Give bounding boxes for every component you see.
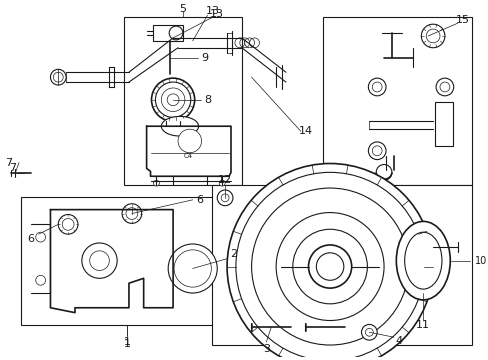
Text: 1: 1 xyxy=(123,337,130,347)
Circle shape xyxy=(439,82,449,92)
Circle shape xyxy=(50,69,66,85)
Circle shape xyxy=(219,180,224,186)
Circle shape xyxy=(426,29,439,43)
Text: C4: C4 xyxy=(183,153,192,159)
Text: 4: 4 xyxy=(394,336,402,346)
Circle shape xyxy=(36,275,45,285)
Text: 6: 6 xyxy=(27,234,34,244)
Circle shape xyxy=(421,24,444,48)
Circle shape xyxy=(161,88,184,112)
Bar xyxy=(323,17,471,185)
Circle shape xyxy=(151,78,194,121)
Text: 7: 7 xyxy=(5,158,12,167)
Text: 6: 6 xyxy=(196,195,203,205)
Circle shape xyxy=(122,204,142,223)
Text: 13: 13 xyxy=(205,6,219,17)
Circle shape xyxy=(217,190,232,206)
Circle shape xyxy=(435,78,453,96)
Circle shape xyxy=(155,82,190,117)
Circle shape xyxy=(174,250,211,287)
Text: 7: 7 xyxy=(9,163,16,174)
Text: 8: 8 xyxy=(203,95,211,105)
Bar xyxy=(153,25,183,41)
Text: 1: 1 xyxy=(123,339,130,349)
Circle shape xyxy=(126,208,138,220)
Text: 13: 13 xyxy=(210,9,224,19)
Circle shape xyxy=(365,328,372,336)
Circle shape xyxy=(81,243,117,278)
Circle shape xyxy=(226,163,432,360)
Circle shape xyxy=(169,26,183,40)
Ellipse shape xyxy=(395,221,449,300)
Text: 3: 3 xyxy=(262,344,269,354)
Circle shape xyxy=(367,142,385,159)
Text: 2: 2 xyxy=(230,249,237,259)
Circle shape xyxy=(178,129,201,153)
Circle shape xyxy=(292,229,366,304)
Circle shape xyxy=(221,194,228,202)
Circle shape xyxy=(235,172,424,360)
Circle shape xyxy=(308,245,351,288)
Text: 11: 11 xyxy=(415,320,429,330)
Text: 14: 14 xyxy=(298,126,312,136)
Text: 10: 10 xyxy=(474,256,487,266)
Circle shape xyxy=(62,219,74,230)
Circle shape xyxy=(361,324,376,340)
Text: 12: 12 xyxy=(218,175,232,185)
Circle shape xyxy=(276,212,383,320)
Bar xyxy=(434,102,452,146)
Circle shape xyxy=(58,215,78,234)
Ellipse shape xyxy=(161,116,198,136)
Text: 9: 9 xyxy=(201,53,207,63)
Circle shape xyxy=(167,94,179,105)
Circle shape xyxy=(371,146,381,156)
Circle shape xyxy=(367,78,385,96)
Circle shape xyxy=(316,253,343,280)
Ellipse shape xyxy=(404,232,441,289)
Circle shape xyxy=(36,232,45,242)
Text: 15: 15 xyxy=(455,15,468,25)
Circle shape xyxy=(371,82,381,92)
Text: 5: 5 xyxy=(179,4,186,14)
Circle shape xyxy=(89,251,109,270)
Circle shape xyxy=(53,72,63,82)
Bar xyxy=(21,197,231,325)
Circle shape xyxy=(153,180,159,186)
Circle shape xyxy=(251,188,408,345)
Bar xyxy=(212,185,471,345)
Circle shape xyxy=(168,244,217,293)
Bar xyxy=(124,17,241,185)
